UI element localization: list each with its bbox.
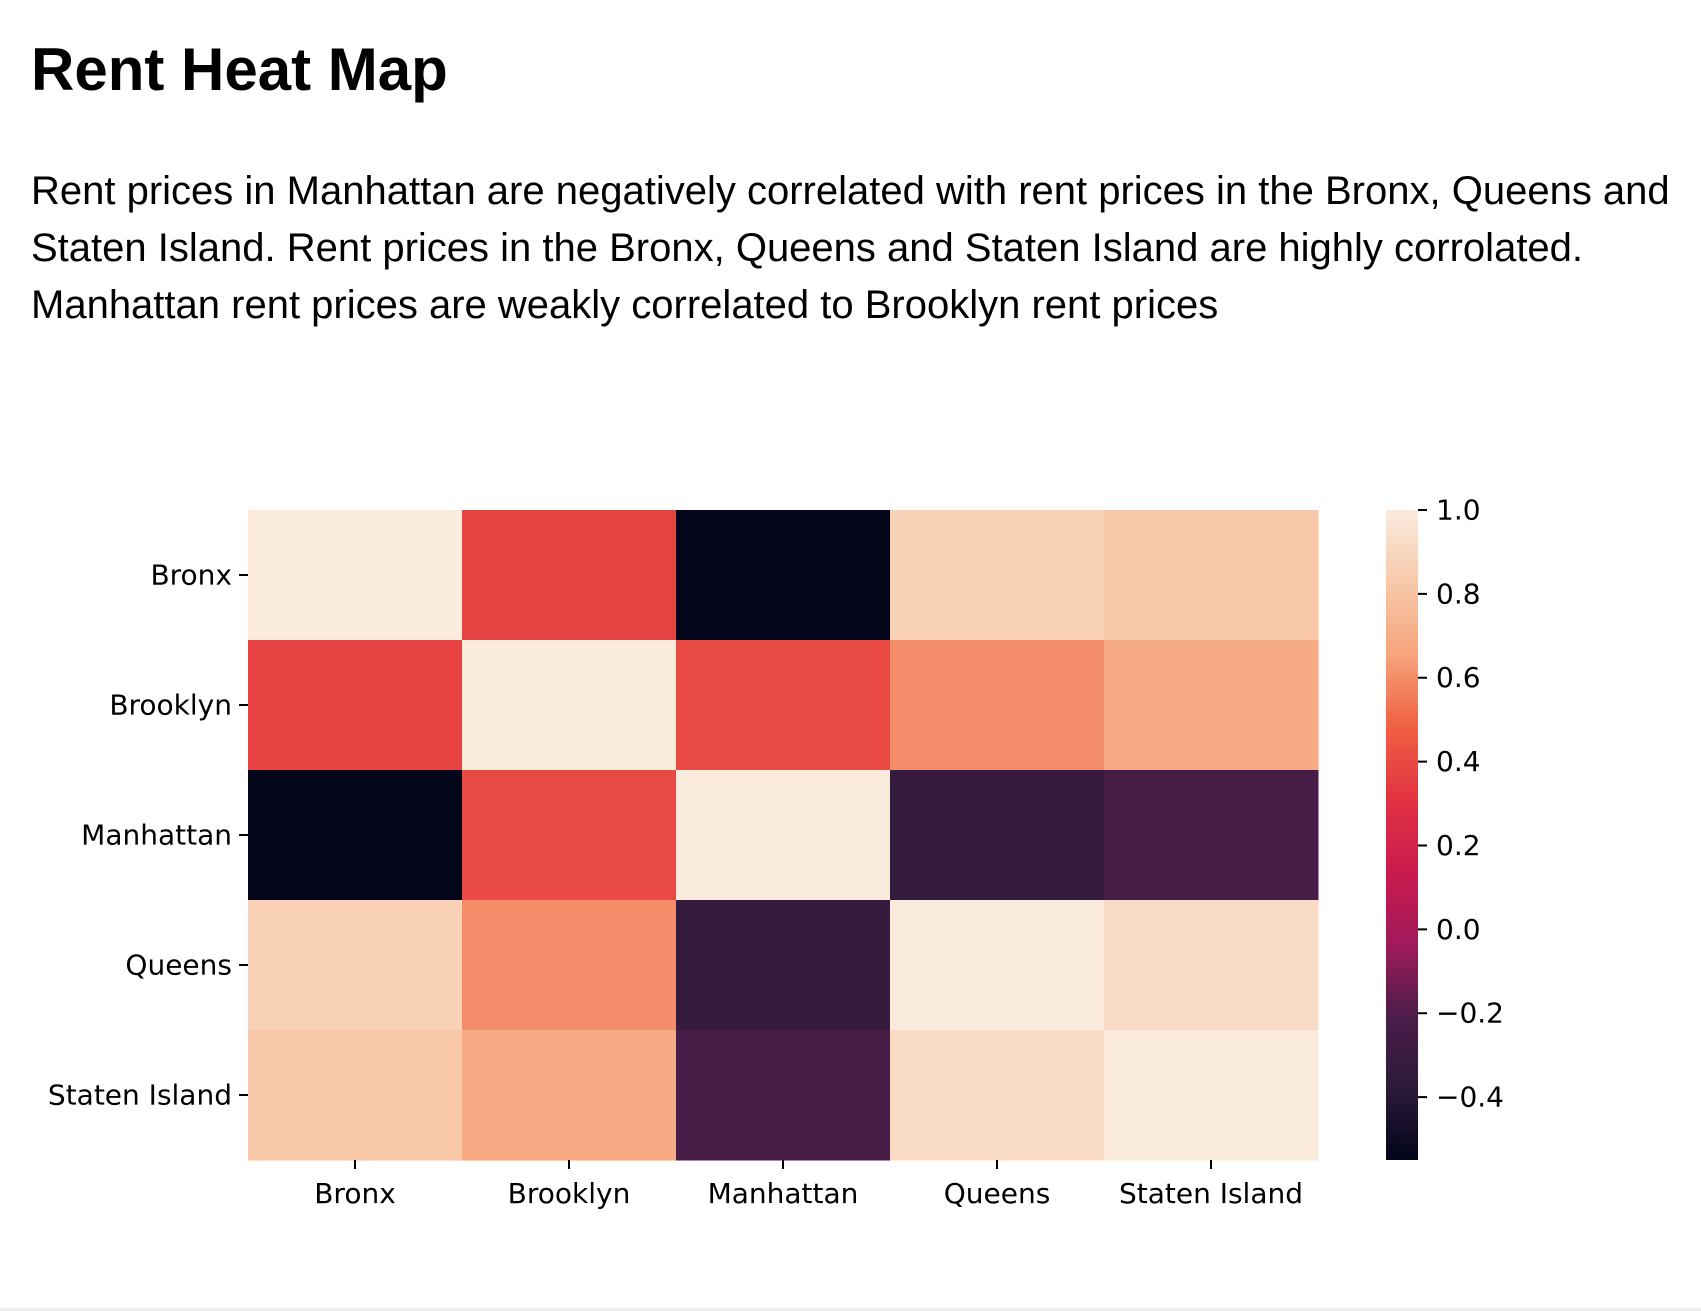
heatmap-cell-brooklyn-manhattan: [676, 640, 891, 771]
colorbar-tick-label: −0.2: [1436, 997, 1504, 1030]
heatmap-cell-brooklyn-bronx: [248, 640, 463, 771]
heatmap-cell-staten-island-manhattan: [676, 1030, 891, 1161]
heatmap-cell-manhattan-staten-island: [1104, 770, 1319, 901]
heatmap-cell-manhattan-bronx: [248, 770, 463, 901]
rent-heatmap-chart: Bronx Brooklyn Manhattan Queens Staten Islan…: [48, 494, 1504, 1211]
heatmap-cell-queens-staten-island: [1104, 900, 1319, 1031]
x-tick-label: Queens: [944, 1177, 1051, 1210]
colorbar-tick-label: 0.8: [1436, 577, 1481, 610]
page-description: Rent prices in Manhattan are negatively …: [31, 169, 1670, 327]
bottom-divider: [0, 1308, 1701, 1311]
heatmap-cell-staten-island-brooklyn: [462, 1030, 677, 1161]
x-tick-label: Manhattan: [708, 1177, 859, 1210]
heatmap-cell-manhattan-brooklyn: [462, 770, 677, 901]
y-tick-label: Bronx: [150, 559, 232, 592]
heatmap-cell-queens-queens: [890, 900, 1105, 1031]
heatmap-cell-manhattan-queens: [890, 770, 1105, 901]
heatmap-cell-bronx-brooklyn: [462, 510, 677, 641]
x-tick-label: Bronx: [314, 1177, 396, 1210]
colorbar-axis: 1.0 0.8 0.6 0.4 0.2 0.0 −0.2 −0.4: [1418, 494, 1504, 1114]
heatmap-cells: [248, 510, 1319, 1161]
heatmap-cell-queens-brooklyn: [462, 900, 677, 1031]
heatmap-cell-brooklyn-staten-island: [1104, 640, 1319, 771]
heatmap-cell-staten-island-bronx: [248, 1030, 463, 1161]
colorbar-tick-label: 0.2: [1436, 829, 1481, 862]
heatmap-cell-staten-island-staten-island: [1104, 1030, 1319, 1161]
y-tick-label: Brooklyn: [109, 689, 232, 722]
x-tick-label: Brooklyn: [508, 1177, 631, 1210]
page-title: Rent Heat Map: [31, 36, 448, 103]
colorbar-tick-label: −0.4: [1436, 1081, 1504, 1114]
x-tick-label: Staten Island: [1119, 1177, 1303, 1210]
heatmap-cell-bronx-bronx: [248, 510, 463, 641]
heatmap-cell-bronx-queens: [890, 510, 1105, 641]
y-tick-label: Manhattan: [81, 819, 232, 852]
colorbar-tick-label: 0.0: [1436, 913, 1481, 946]
heatmap-cell-brooklyn-brooklyn: [462, 640, 677, 771]
heatmap-cell-queens-manhattan: [676, 900, 891, 1031]
y-tick-label: Queens: [125, 949, 232, 982]
heatmap-cell-bronx-staten-island: [1104, 510, 1319, 641]
heatmap-cell-queens-bronx: [248, 900, 463, 1031]
y-tick-label: Staten Island: [48, 1079, 232, 1112]
colorbar-tick-label: 0.4: [1436, 745, 1481, 778]
heatmap-cell-brooklyn-queens: [890, 640, 1105, 771]
colorbar-tick-label: 1.0: [1436, 494, 1481, 527]
heatmap-cell-manhattan-manhattan: [676, 770, 891, 901]
heatmap-cell-bronx-manhattan: [676, 510, 891, 641]
y-axis: Bronx Brooklyn Manhattan Queens Staten Islan…: [48, 559, 248, 1112]
colorbar-tick-label: 0.6: [1436, 661, 1481, 694]
x-axis: Bronx Brooklyn Manhattan Queens Staten Islan…: [314, 1160, 1303, 1210]
heatmap-cell-staten-island-queens: [890, 1030, 1105, 1161]
colorbar: [1386, 510, 1418, 1160]
